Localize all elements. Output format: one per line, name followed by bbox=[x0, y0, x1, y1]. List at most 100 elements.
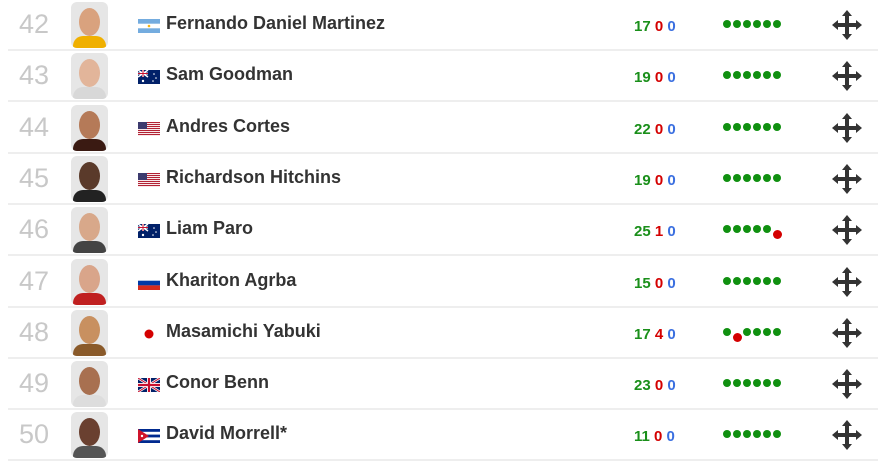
boxer-name-link[interactable]: David Morrell* bbox=[166, 423, 288, 444]
form-win-dot bbox=[743, 71, 751, 80]
form-win-dot bbox=[743, 327, 751, 336]
form-win-dot bbox=[733, 122, 741, 131]
avatar[interactable] bbox=[71, 2, 108, 48]
ranking-row: 47 Khariton Agrba 15 0 0 bbox=[8, 257, 878, 308]
form-win-dot bbox=[743, 430, 751, 439]
recent-form bbox=[723, 173, 793, 190]
recent-form bbox=[723, 379, 793, 395]
form-win-dot bbox=[763, 379, 771, 388]
avatar[interactable] bbox=[71, 258, 108, 305]
form-win-dot bbox=[763, 225, 771, 234]
wins: 17 bbox=[634, 18, 651, 35]
boxer-name-link[interactable]: Fernando Daniel Martinez bbox=[166, 13, 386, 33]
flag-australia-icon bbox=[138, 224, 160, 239]
wins: 19 bbox=[634, 171, 651, 189]
move-drag-handle-icon[interactable] bbox=[831, 163, 863, 195]
rank-number: 47 bbox=[18, 265, 50, 296]
losses: 0 bbox=[654, 171, 664, 189]
form-loss-dot bbox=[733, 332, 742, 342]
form-win-dot bbox=[743, 20, 751, 28]
move-drag-handle-icon[interactable] bbox=[831, 317, 863, 349]
form-win-dot bbox=[753, 225, 761, 234]
record: 23 0 0 bbox=[634, 377, 676, 394]
form-win-dot bbox=[723, 20, 731, 28]
move-drag-handle-icon[interactable] bbox=[831, 214, 863, 246]
rank-number: 42 bbox=[18, 9, 50, 39]
boxer-name-link[interactable]: Richardson Hitchins bbox=[166, 166, 342, 187]
recent-form bbox=[723, 430, 793, 446]
form-win-dot bbox=[723, 379, 731, 388]
move-drag-handle-icon[interactable] bbox=[831, 266, 863, 298]
form-win-dot bbox=[733, 276, 741, 285]
form-win-dot bbox=[773, 430, 781, 439]
ranking-row: 44 Andres Cortes 22 0 0 bbox=[8, 103, 878, 154]
form-win-dot bbox=[753, 276, 761, 285]
move-drag-handle-icon[interactable] bbox=[831, 60, 863, 92]
form-win-dot bbox=[763, 122, 771, 131]
boxer-name-link[interactable]: Masamichi Yabuki bbox=[166, 320, 321, 341]
move-drag-handle-icon[interactable] bbox=[831, 368, 863, 400]
record: 17 0 0 bbox=[634, 18, 676, 35]
wins: 15 bbox=[634, 274, 651, 292]
form-win-dot bbox=[763, 327, 771, 336]
boxer-name-link[interactable]: Conor Benn bbox=[166, 372, 269, 393]
form-win-dot bbox=[723, 122, 731, 131]
recent-form bbox=[723, 327, 793, 344]
avatar[interactable] bbox=[71, 155, 108, 202]
recent-form bbox=[723, 20, 793, 36]
form-win-dot bbox=[733, 225, 741, 234]
form-win-dot bbox=[733, 173, 741, 182]
rank-number: 49 bbox=[18, 368, 50, 399]
ranking-row: 46 Liam Paro 25 1 0 bbox=[8, 205, 878, 257]
boxer-name-link[interactable]: Liam Paro bbox=[166, 218, 254, 239]
recent-form bbox=[723, 122, 793, 139]
draws: 0 bbox=[666, 428, 675, 446]
record: 19 0 0 bbox=[634, 172, 676, 189]
ranking-row: 45 Richardson Hitchins 19 0 0 bbox=[8, 154, 878, 205]
boxer-name-link[interactable]: Andres Cortes bbox=[166, 115, 291, 136]
avatar[interactable] bbox=[71, 361, 108, 408]
avatar[interactable] bbox=[71, 104, 108, 151]
wins: 23 bbox=[634, 377, 651, 395]
form-win-dot bbox=[723, 327, 731, 336]
flag-japan-icon bbox=[138, 326, 160, 341]
losses: 0 bbox=[654, 274, 664, 292]
move-drag-handle-icon[interactable] bbox=[831, 112, 863, 144]
form-win-dot bbox=[773, 276, 781, 285]
form-win-dot bbox=[723, 173, 731, 182]
draws: 0 bbox=[667, 325, 676, 343]
flag-argentina-icon bbox=[138, 19, 160, 33]
avatar[interactable] bbox=[71, 207, 108, 254]
form-win-dot bbox=[753, 71, 761, 80]
flag-uk-icon bbox=[138, 378, 160, 393]
ranking-row: 49 Conor Benn 23 0 0 bbox=[8, 359, 878, 411]
draws: 0 bbox=[667, 377, 676, 395]
record: 19 0 0 bbox=[634, 69, 676, 86]
form-win-dot bbox=[763, 276, 771, 285]
form-win-dot bbox=[753, 20, 761, 28]
boxer-name-link[interactable]: Sam Goodman bbox=[166, 64, 294, 85]
avatar[interactable] bbox=[71, 309, 108, 356]
avatar[interactable] bbox=[71, 412, 108, 459]
flag-cuba-icon bbox=[138, 429, 160, 444]
form-win-dot bbox=[773, 173, 781, 182]
boxer-name-link[interactable]: Khariton Agrba bbox=[166, 269, 297, 290]
form-win-dot bbox=[733, 71, 741, 80]
losses: 0 bbox=[654, 428, 663, 446]
rank-number: 50 bbox=[18, 419, 50, 450]
form-win-dot bbox=[773, 122, 781, 131]
record: 22 0 0 bbox=[634, 121, 676, 138]
ranking-row: 42 Fernando Daniel Martinez 17 0 0 bbox=[8, 0, 878, 51]
form-win-dot bbox=[753, 379, 761, 388]
form-win-dot bbox=[763, 20, 771, 28]
flag-usa-icon bbox=[138, 172, 160, 187]
form-win-dot bbox=[753, 173, 761, 182]
move-drag-handle-icon[interactable] bbox=[831, 9, 863, 41]
rank-number: 48 bbox=[18, 316, 50, 347]
form-win-dot bbox=[753, 430, 761, 439]
move-drag-handle-icon[interactable] bbox=[831, 419, 863, 451]
avatar[interactable] bbox=[71, 53, 108, 100]
recent-form bbox=[723, 225, 793, 241]
form-win-dot bbox=[773, 71, 781, 80]
rank-number: 44 bbox=[18, 111, 50, 142]
